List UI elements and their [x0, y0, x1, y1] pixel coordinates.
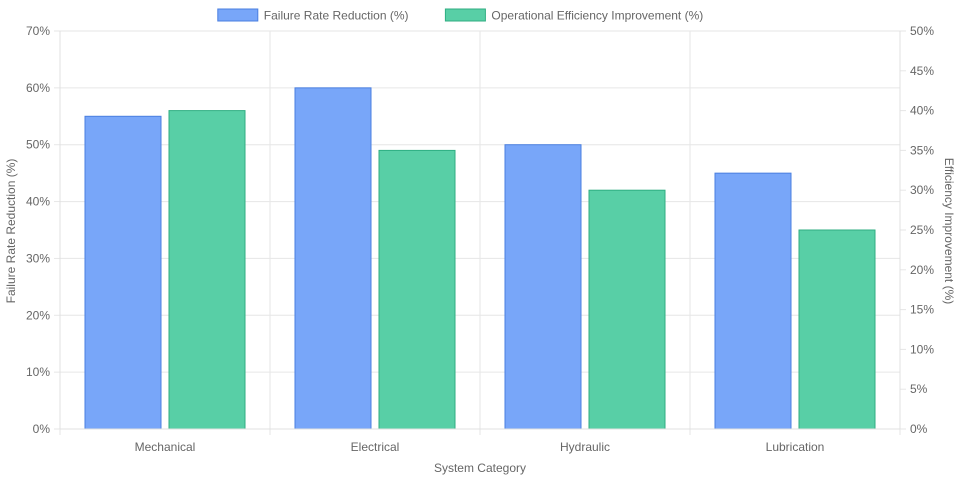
legend-swatch[interactable]	[217, 8, 259, 22]
bar-efficiency-electrical[interactable]	[378, 149, 456, 430]
x-axis-title: System Category	[434, 461, 526, 475]
legend-swatch[interactable]	[444, 8, 486, 22]
y2-tick-label: 5%	[910, 382, 928, 396]
y2-tick-label: 15%	[910, 303, 934, 317]
legend-label[interactable]: Failure Rate Reduction (%)	[264, 9, 409, 23]
bar-failure-rate-electrical[interactable]	[294, 87, 372, 430]
y-tick-label: 40%	[26, 195, 50, 209]
y-tick-label: 60%	[26, 81, 50, 95]
y2-tick-label: 25%	[910, 223, 934, 237]
x-tick-label: Lubrication	[766, 440, 825, 454]
x-tick-label: Electrical	[351, 440, 400, 454]
y-tick-label: 10%	[26, 365, 50, 379]
y2-axis-title: Efficiency Improvement (%)	[942, 158, 956, 305]
y2-tick-label: 45%	[910, 64, 934, 78]
axes: 0% 10% 20% 30% 40% 50% 60% 70% 0% 5% 10% 15% 20% 25% 3…	[26, 24, 934, 454]
legend-label[interactable]: Operational Efficiency Improvement (%)	[491, 9, 703, 23]
bar-efficiency-hydraulic[interactable]	[588, 189, 666, 430]
y2-tick-label: 30%	[910, 183, 934, 197]
y2-tick-label: 35%	[910, 143, 934, 157]
legend: Failure Rate Reduction (%) Operational Ef…	[217, 8, 703, 23]
y-tick-label: 50%	[26, 138, 50, 152]
bar-efficiency-lubrication[interactable]	[798, 229, 876, 430]
bar-failure-rate-mechanical[interactable]	[84, 115, 162, 430]
y2-tick-label: 20%	[910, 263, 934, 277]
y-tick-label: 70%	[26, 24, 50, 38]
bar-failure-rate-lubrication[interactable]	[714, 172, 792, 430]
x-tick-label: Hydraulic	[560, 440, 610, 454]
y-tick-label: 30%	[26, 251, 50, 265]
y2-tick-label: 0%	[910, 422, 928, 436]
y-tick-label: 20%	[26, 308, 50, 322]
y-axis-title: Failure Rate Reduction (%)	[4, 159, 18, 304]
bar-efficiency-mechanical[interactable]	[168, 110, 246, 430]
x-tick-label: Mechanical	[135, 440, 196, 454]
y2-tick-label: 10%	[910, 342, 934, 356]
bars	[84, 87, 876, 430]
y2-tick-label: 50%	[910, 24, 934, 38]
y-tick-label: 0%	[33, 422, 51, 436]
bar-failure-rate-hydraulic[interactable]	[504, 144, 582, 430]
y2-tick-label: 40%	[910, 104, 934, 118]
